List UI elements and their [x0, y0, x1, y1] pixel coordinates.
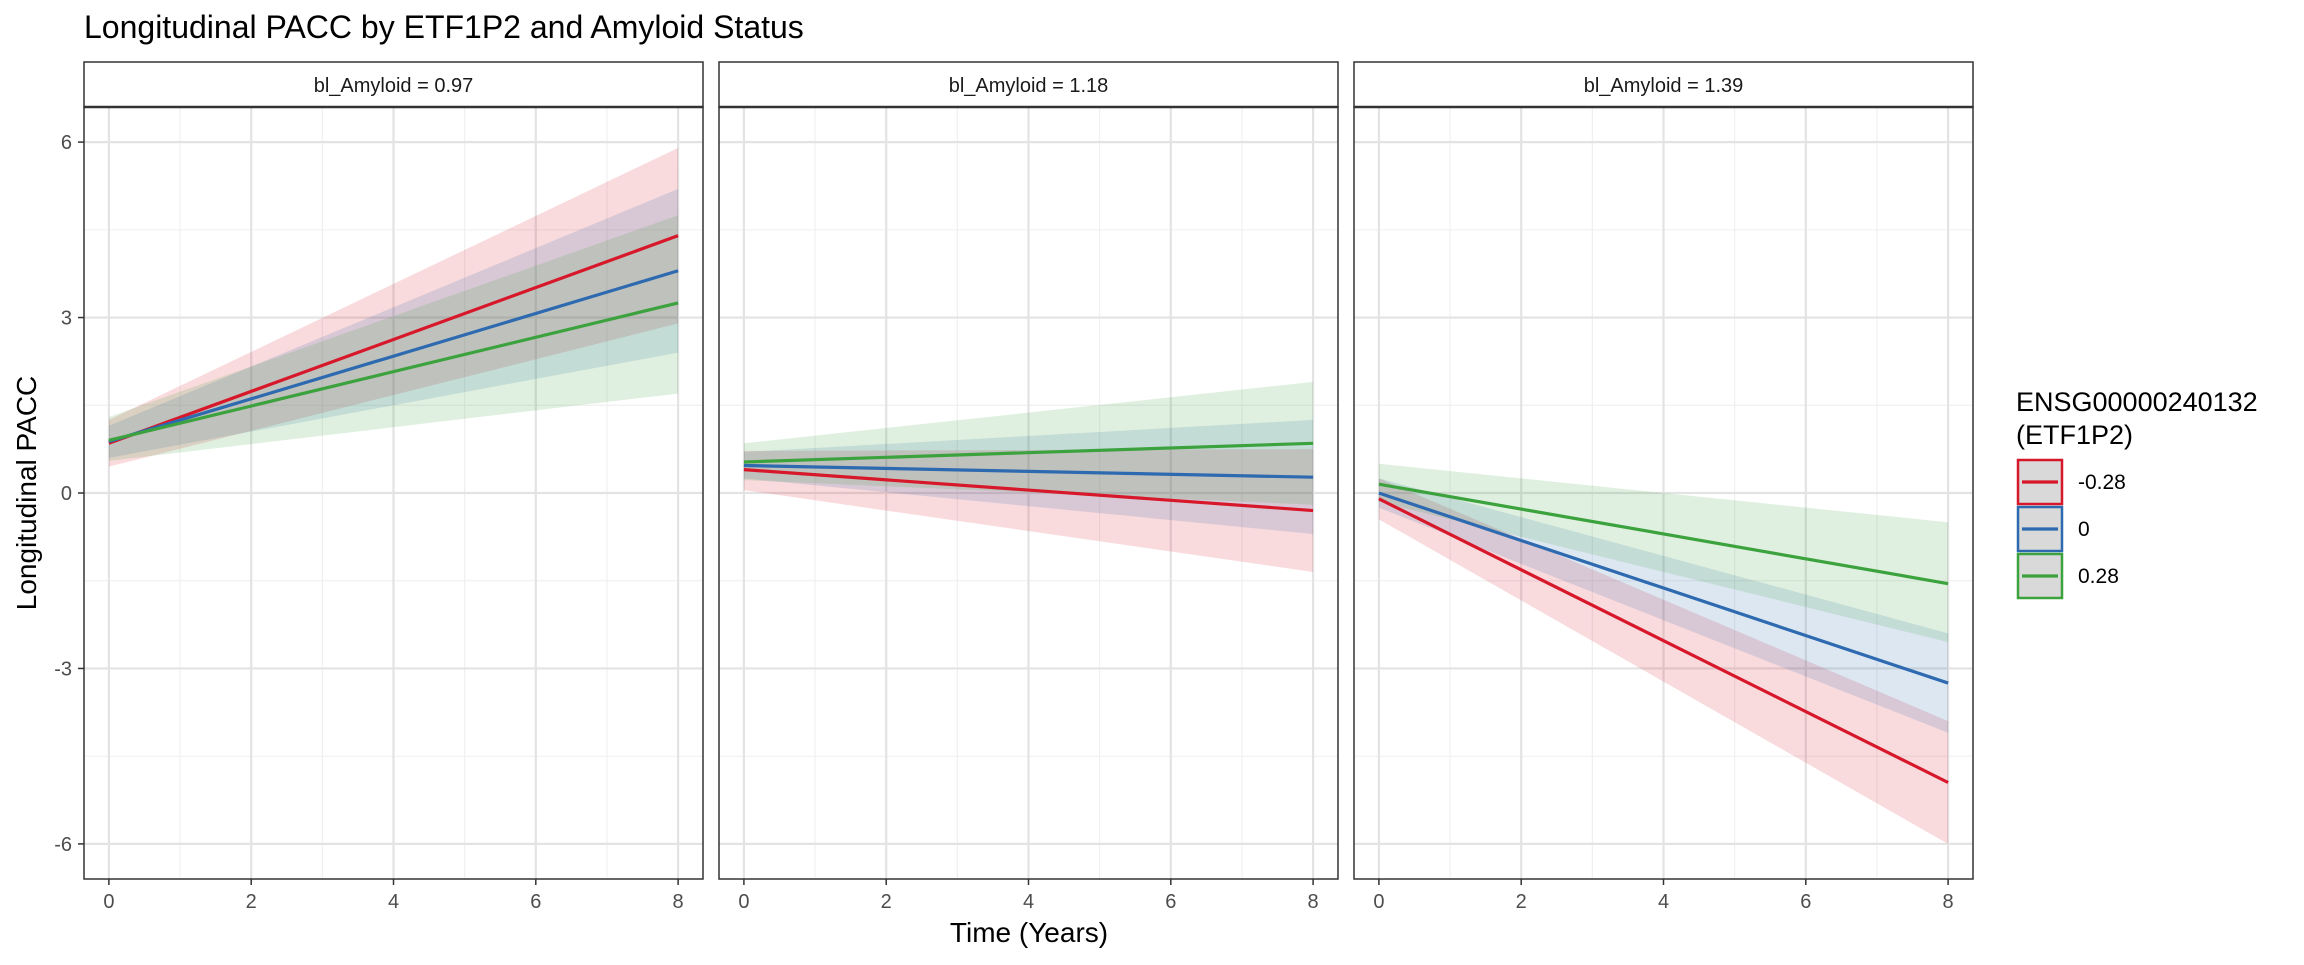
facet-strip-label: bl_Amyloid = 0.97: [314, 75, 474, 97]
series-line-0.28: [108, 301, 679, 442]
legend-label: 0.28: [2078, 565, 2119, 588]
x-tick-label: 2: [1516, 891, 1527, 913]
ci-ribbon--0.28: [108, 147, 679, 467]
facet-panel-1: bl_Amyloid = 0.97 0 2 4 6 8: [83, 61, 704, 913]
x-tick-label: 6: [530, 891, 541, 913]
facet-strip: [1353, 61, 1974, 108]
chart-title: Longitudinal PACC by ETF1P2 and Amyloid …: [84, 9, 804, 45]
series-line--0.28: [1378, 497, 1949, 784]
x-axis-label: Time (Years): [950, 917, 1108, 948]
x-tick-label: 4: [1658, 891, 1669, 913]
x-tick-label: 6: [1165, 891, 1176, 913]
series-line-0.28: [743, 441, 1314, 464]
facet-panel-3: bl_Amyloid = 1.39 0 2 4 6 8: [1353, 61, 1974, 913]
y-tick-label: -6: [54, 834, 72, 856]
y-tick-label: 6: [61, 132, 72, 154]
series-line--0.28: [743, 468, 1314, 513]
x-tick-label: 8: [1943, 891, 1954, 913]
x-tick-label: 0: [1373, 891, 1384, 913]
facet-strip: [718, 61, 1339, 108]
legend-label: -0.28: [2078, 471, 2126, 494]
facet-strip-label: bl_Amyloid = 1.39: [1584, 75, 1744, 97]
x-tick-label: 4: [388, 891, 399, 913]
legend-title: (ETF1P2): [2016, 420, 2133, 450]
facet-panel-2: bl_Amyloid = 1.18 0 2 4 6 8: [718, 61, 1339, 913]
y-tick-label: 0: [61, 483, 72, 505]
x-tick-label: 2: [881, 891, 892, 913]
y-tick-label: 3: [61, 308, 72, 330]
series-line-0: [743, 463, 1314, 479]
x-tick-label: 6: [1800, 891, 1811, 913]
x-tick-label: 8: [1308, 891, 1319, 913]
legend-label: 0: [2078, 518, 2090, 541]
series-line--0.28: [108, 234, 679, 445]
series-line-0.28: [1378, 482, 1949, 586]
x-tick-label: 0: [103, 891, 114, 913]
y-axis-label: Longitudinal PACC: [11, 376, 42, 611]
series-line-0: [1378, 491, 1949, 685]
x-tick-label: 2: [246, 891, 257, 913]
x-tick-label: 4: [1023, 891, 1034, 913]
legend-title: ENSG00000240132: [2016, 387, 2258, 417]
x-tick-label: 8: [673, 891, 684, 913]
legend: ENSG00000240132(ETF1P2) -0.28 0 0.28: [2016, 387, 2258, 600]
y-tick-label: -3: [54, 658, 72, 680]
facet-strip-label: bl_Amyloid = 1.18: [949, 75, 1109, 97]
x-tick-label: 0: [738, 891, 749, 913]
series-line-0: [108, 269, 679, 444]
